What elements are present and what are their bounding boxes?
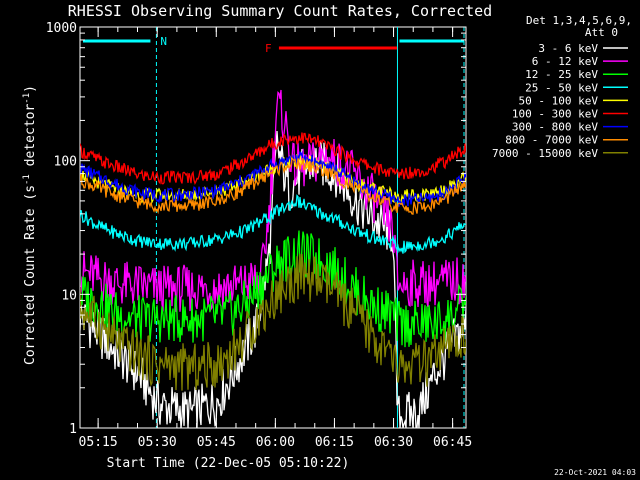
y-axis-label: Corrected Count Rate (s-1 detector-1) [22, 85, 38, 365]
y-axis-label-main: Corrected Count Rate (s [23, 185, 38, 365]
series-line [80, 132, 466, 185]
chart-title: RHESSI Observing Summary Count Rates, Co… [68, 2, 492, 20]
y-tick-label: 10 [61, 288, 77, 303]
plot-frame [79, 26, 467, 429]
series-line [80, 194, 466, 254]
y-axis-label-sup2: -1 [22, 93, 32, 104]
series-line [80, 130, 466, 428]
x-axis-label: Start Time (22-Dec-05 05:10:22) [107, 456, 350, 471]
x-tick-label: 05:15 [79, 435, 118, 450]
x-tick-label: 06:45 [433, 435, 472, 450]
y-axis-label-sup1: -1 [22, 174, 32, 185]
y-tick-label: 100 [54, 155, 77, 170]
legend-header-line1: Det 1,3,4,5,6,9, [526, 14, 632, 27]
legend-entry-label: 3 - 6 keV [538, 42, 598, 55]
x-axis-ticks: 05:15 05:30 05:45 06:00 06:15 06:30 06:45 [79, 27, 472, 450]
plot-border [79, 26, 467, 429]
y-axis-ticks: 1 10 100 1000 [46, 21, 466, 437]
legend-entry-label: 12 - 25 keV [525, 68, 598, 81]
legend-entry-label: 50 - 100 keV [519, 94, 599, 107]
legend-header-line2: Att 0 [585, 26, 618, 39]
legend-entry-label: 7000 - 15000 keV [492, 147, 598, 160]
legend-entry-label: 300 - 800 keV [512, 121, 598, 134]
y-axis-label-end: ) [23, 85, 38, 93]
x-tick-label: 05:30 [138, 435, 177, 450]
legend-entry-label: 6 - 12 keV [532, 55, 599, 68]
y-tick-label: 1000 [46, 21, 77, 36]
night-flare-bands [83, 27, 465, 428]
x-tick-label: 06:15 [315, 435, 354, 450]
series-line [80, 156, 466, 215]
x-tick-label: 05:45 [197, 435, 236, 450]
footer-date: 22-Oct-2021 04:03 [554, 468, 636, 477]
x-tick-label: 06:00 [256, 435, 295, 450]
y-axis-label-mid: detector [23, 104, 38, 175]
y-tick-label: 1 [69, 422, 77, 437]
legend-entry-label: 100 - 300 keV [512, 108, 598, 121]
x-tick-label: 06:30 [374, 435, 413, 450]
series-line [80, 253, 466, 391]
flare-label: F [265, 42, 272, 55]
legend-entry-label: 25 - 50 keV [525, 81, 598, 94]
legend-entry-label: 800 - 7000 keV [505, 134, 598, 147]
series-layer [80, 89, 466, 428]
night-label: N [160, 35, 167, 48]
